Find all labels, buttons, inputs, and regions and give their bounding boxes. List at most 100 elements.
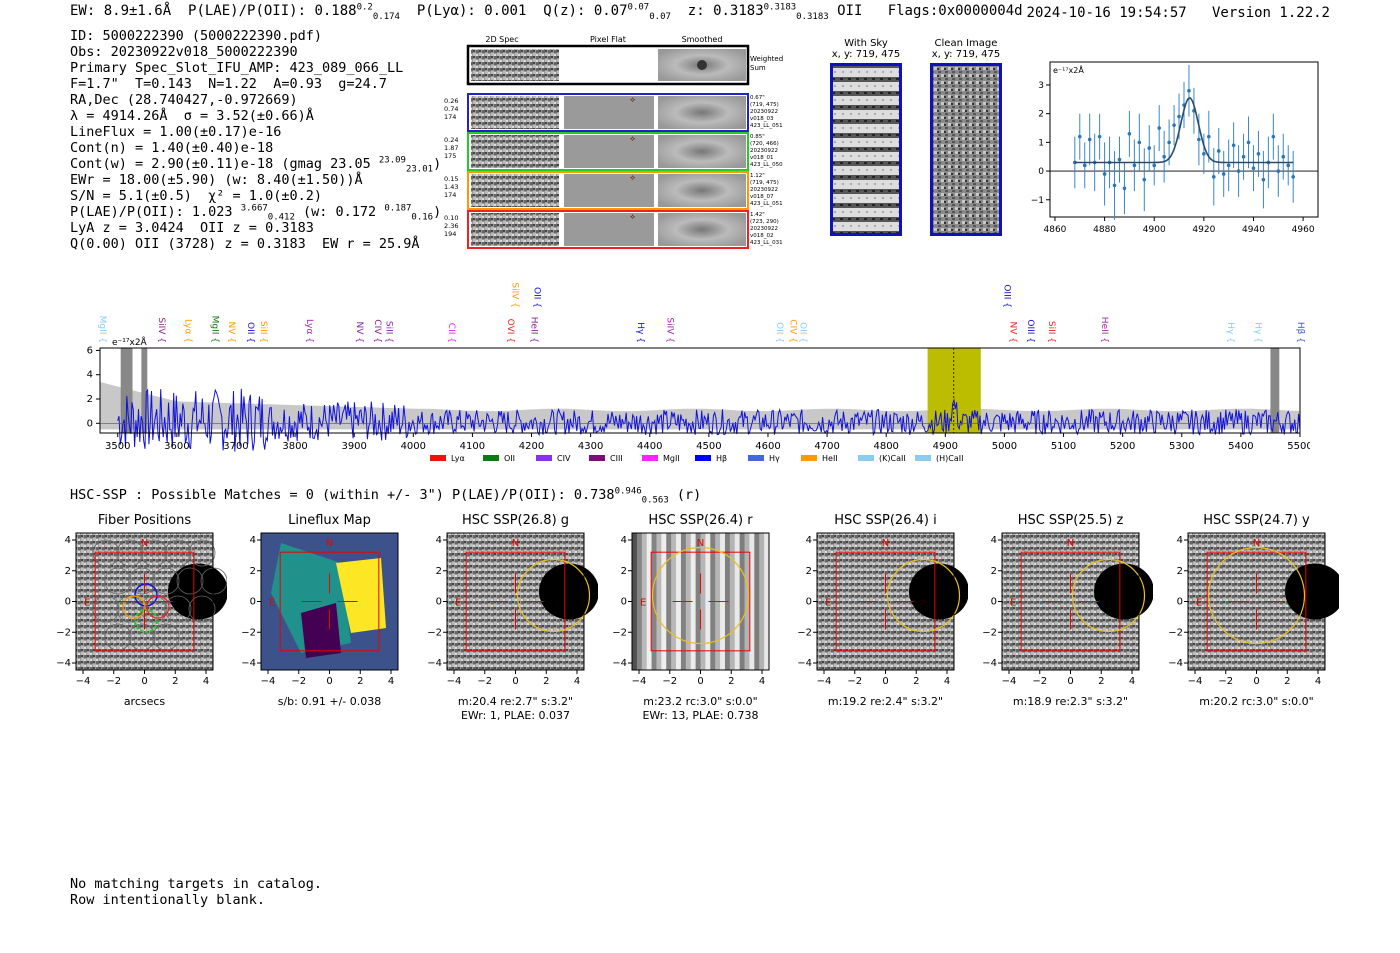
ew-value: EW: 8.9±1.6Å xyxy=(70,3,172,19)
cutout-xtick-label: 0 xyxy=(141,676,147,687)
cutout-xtick-label: −2 xyxy=(477,676,492,687)
info-q: Q(0.00) OII (3728) z = 0.3183 EW r = 25.… xyxy=(70,236,420,252)
r-band-stripe xyxy=(641,533,648,670)
cutout-xtick-label: 4 xyxy=(944,676,950,687)
zoom-point xyxy=(1157,126,1161,130)
stamp-left-line: 175 xyxy=(444,152,456,160)
stamp-left-text: 0.24 1.87 175 xyxy=(444,136,458,160)
zoom-point xyxy=(1216,149,1221,153)
cutout-xtick-label: −2 xyxy=(291,676,306,687)
cutout-ytick-label: 0 xyxy=(250,597,256,608)
zoom-xtick-label: 4880 xyxy=(1093,225,1116,235)
info-lambda: λ = 4914.26Å σ = 3.52(±0.66)Å xyxy=(70,108,314,124)
r-band-stripe xyxy=(705,533,711,670)
cutout-xtick-label: 4 xyxy=(203,676,209,687)
bright-source xyxy=(909,563,968,620)
stamp-left-line: 174 xyxy=(444,113,456,121)
stamp-right-line: 20230922 xyxy=(750,109,778,115)
info-lineflux: LineFlux = 1.00(±0.17)e-16 xyxy=(70,124,282,140)
cutout-xtick-label: 4 xyxy=(759,676,765,687)
legend-label: OII xyxy=(504,454,515,463)
stamp-row-frame xyxy=(467,93,749,132)
ellipse-aperture xyxy=(1071,558,1146,633)
plae-sub: 0.174 xyxy=(372,11,400,22)
spectrum-ytick-label: 0 xyxy=(87,418,93,429)
stamp-row-3: ⟡ 0.10 2.36 194 1.42" (723, 290) 20230922 v018_… xyxy=(444,210,783,249)
line-marker-label: Lyα { xyxy=(304,319,314,343)
zoom-ytick-label: 0 xyxy=(1038,167,1044,177)
stamp-right-line: v018_02 xyxy=(750,233,774,239)
cutout-ytick-label: 0 xyxy=(991,597,997,608)
stamp-marker: ⟡ xyxy=(630,212,636,221)
cutout-panel-0: N E −4 4 −2 2 0 0 2 −2 4 −4 xyxy=(56,532,227,687)
aperture-box xyxy=(1020,551,1121,652)
cutout-ytick-label: −4 xyxy=(1168,658,1183,669)
cutout-ytick-label: 2 xyxy=(621,566,627,577)
zoom-point xyxy=(1197,137,1201,142)
stamp-row-frame xyxy=(467,210,749,249)
stamp-smoothed xyxy=(658,96,746,129)
qz-sup: 0.07 xyxy=(627,2,650,13)
hsc-summary-text: HSC-SSP : Possible Matches = 0 (within +… xyxy=(70,487,615,503)
masked-region xyxy=(1270,348,1280,433)
bright-source xyxy=(1094,563,1153,620)
footer-notes: No matching targets in catalog. Row inten… xyxy=(70,876,322,908)
stamp-left-line: 2.36 xyxy=(444,222,458,230)
spectrum-xtick-label: 3600 xyxy=(164,441,189,452)
cutout-xtick-label: 0 xyxy=(326,676,332,687)
cutout-ytick-label: 0 xyxy=(621,597,627,608)
stamp-right-line: 423_LL_050 xyxy=(750,162,783,168)
aperture-box xyxy=(1206,551,1307,652)
line-marker-label: Hβ { xyxy=(1295,322,1305,343)
clean-image-coords: x, y: 719, 475 xyxy=(931,49,1001,60)
stamp-right-line: v018_07 xyxy=(750,194,774,200)
cutout-ytick-label: 0 xyxy=(806,597,812,608)
legend-swatch xyxy=(483,455,499,461)
cutout-xtick-label: 0 xyxy=(1253,676,1259,687)
zoom-point xyxy=(1211,175,1216,179)
lineflux-peak xyxy=(336,558,386,633)
spectrum-xtick-label: 5000 xyxy=(992,441,1017,452)
stamp-left-text: 0.15 1.43 174 xyxy=(444,175,458,199)
zoom-point xyxy=(1202,152,1206,156)
ellipse-aperture xyxy=(651,546,750,645)
line-marker-label: SiII { xyxy=(384,321,394,343)
info-ewr: EWr = 18.00(±5.90) (w: 8.40(±1.50))Å xyxy=(70,172,363,188)
stamp-2d-spec xyxy=(471,96,559,129)
cutout-ytick-label: 0 xyxy=(436,597,442,608)
line-marker-label: MgII { xyxy=(209,316,219,343)
cutout-xtick-label: −2 xyxy=(1218,676,1233,687)
legend-label: (H)CaII xyxy=(936,454,963,463)
cutout-xtick-label: 4 xyxy=(388,676,394,687)
ellipse-aperture xyxy=(516,558,591,633)
cutout-ytick-label: 2 xyxy=(65,566,71,577)
z-value: z: 0.3183 xyxy=(687,3,764,19)
r-band-stripe xyxy=(646,533,653,670)
zoom-fit-curve xyxy=(1074,97,1294,164)
cutout-title: Lineflux Map xyxy=(288,513,371,528)
cutout-ytick-label: 2 xyxy=(436,566,442,577)
contw-text: Cont(w) = 2.90(±0.11)e-18 (gmag 23.05 xyxy=(70,156,371,172)
spectrum-ytick-label: 2 xyxy=(87,394,93,405)
zoom-point xyxy=(1231,143,1236,148)
info-lya: LyA z = 3.0424 OII z = 0.3183 xyxy=(70,220,314,236)
info-contw: Cont(w) = 2.90(±0.11)e-18 (gmag 23.05 23… xyxy=(70,156,441,174)
zoom-point xyxy=(1087,137,1092,142)
legend-swatch xyxy=(748,455,764,461)
plae-value: P(LAE)/P(OII): 0.188 xyxy=(188,3,357,19)
r-band-stripe xyxy=(690,533,697,670)
line-marker-label: Hγ { xyxy=(1253,322,1263,343)
zoom-ytick-label: −1 xyxy=(1031,196,1044,206)
zoom-point xyxy=(1167,140,1171,145)
stamp-pixel-flat xyxy=(564,213,654,246)
cutout-ytick-label: 4 xyxy=(806,535,812,546)
line-marker-label: SiIV { xyxy=(664,317,674,343)
zoom-point xyxy=(1286,163,1291,168)
aperture-box xyxy=(465,551,566,652)
stamp-marker: ⟡ xyxy=(630,134,636,143)
zoom-unit-label: e⁻¹⁷x2Å xyxy=(1053,64,1084,75)
stamp-pixel-flat xyxy=(564,174,654,207)
footer-line-1: No matching targets in catalog. xyxy=(70,876,322,892)
legend-label: MgII xyxy=(663,454,680,463)
cutout-caption: m:19.2 re:2.4" s:3.2" xyxy=(827,695,944,708)
